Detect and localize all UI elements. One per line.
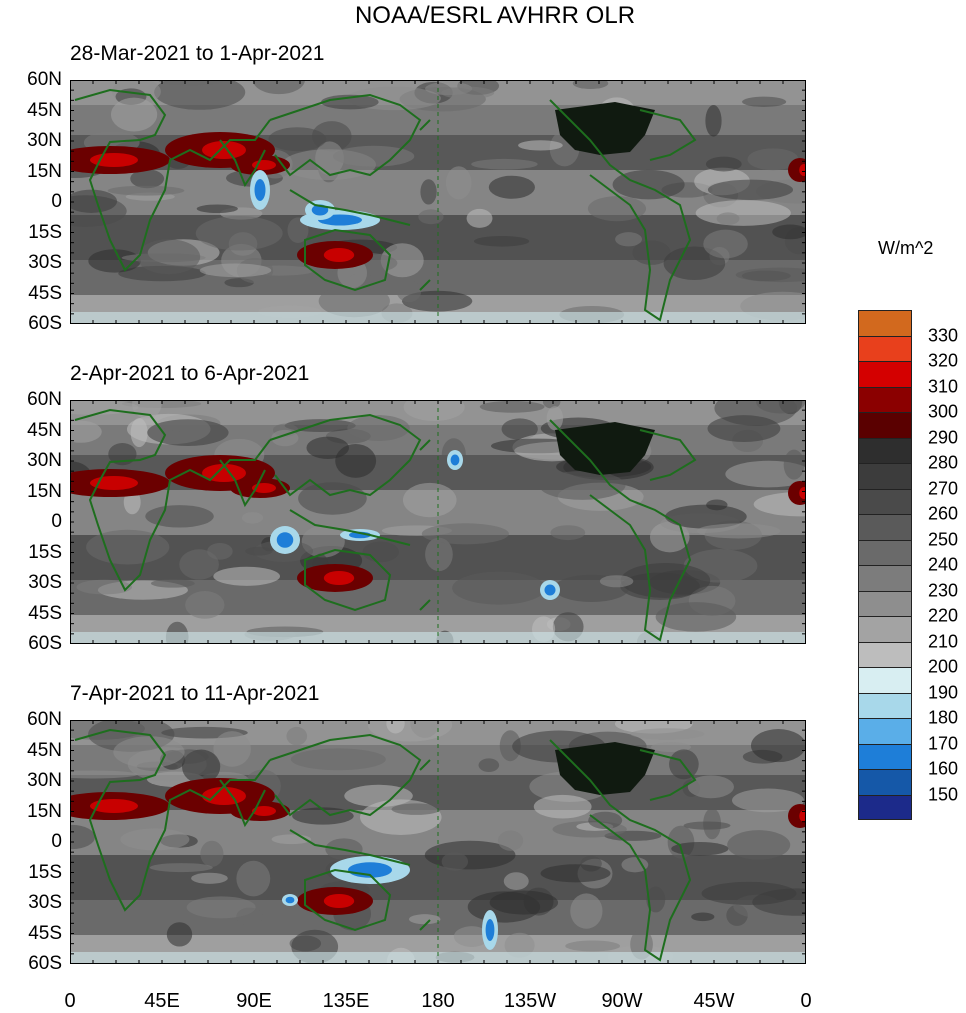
lat-tick-label: 15N: [27, 160, 62, 182]
lat-tick-label: 60S: [28, 633, 62, 654]
olr-map: [70, 80, 806, 324]
lat-tick-label: 60S: [28, 953, 62, 974]
olr-map: [70, 720, 806, 964]
colorbar-label: 290: [928, 427, 959, 447]
lat-tick-label: 30S: [28, 892, 62, 913]
colorbar-swatch: [858, 514, 912, 540]
olr-map-panel-1: 60N 45N 30N 15N 0 15S 30S 45S 60S: [27, 69, 806, 334]
lat-tick-label: 15S: [28, 221, 62, 243]
lon-tick-label: 135E: [322, 990, 370, 1012]
colorbar-swatch: [858, 412, 912, 438]
lon-tick-label: 0: [800, 990, 812, 1012]
colorbar-swatch: [858, 743, 912, 769]
colorbar-label: 200: [928, 656, 959, 677]
colorbar-swatch: [858, 769, 912, 795]
colorbar-swatch: [858, 539, 912, 565]
lon-tick-label: 90W: [601, 990, 643, 1012]
colorbar-label: 300: [928, 401, 959, 422]
lon-tick-label: 90E: [236, 990, 272, 1012]
colorbar-swatch: [858, 794, 912, 820]
panel-title-2: 2-Apr-2021 to 6-Apr-2021: [70, 362, 310, 385]
colorbar-swatch: [858, 463, 912, 489]
colorbar-swatch: [858, 590, 912, 616]
lon-tick-label: 180: [421, 990, 455, 1012]
lat-tick-label: 30N: [27, 130, 62, 151]
colorbar-swatch: [858, 718, 912, 744]
colorbar-swatch: [858, 641, 912, 667]
colorbar-label: 230: [928, 580, 959, 600]
colorbar-swatch: [858, 692, 912, 718]
colorbar-label: 280: [928, 452, 959, 473]
colorbar: [858, 310, 912, 820]
lat-tick-label: 45N: [27, 739, 62, 761]
colorbar-units-label: W/m^2: [878, 238, 934, 258]
colorbar-swatch: [858, 616, 912, 642]
colorbar-label: 320: [928, 350, 959, 371]
lat-tick-label: 60S: [28, 313, 62, 334]
colorbar-label: 270: [928, 478, 959, 498]
colorbar-swatch: [858, 361, 912, 387]
lon-tick-label: 45E: [144, 990, 180, 1012]
lat-tick-label: 30S: [28, 572, 62, 593]
lat-tick-label: 45N: [27, 419, 62, 441]
colorbar-label: 180: [928, 707, 959, 728]
lat-tick-label: 60N: [27, 709, 62, 730]
colorbar-label: 240: [928, 554, 959, 575]
colorbar-label: 260: [928, 503, 959, 524]
olr-map-panel-3: 60N 45N 30N 15N 0 15S 30S 45S 60S: [27, 709, 806, 974]
lat-tick-label: 30S: [28, 252, 62, 273]
lat-tick-label: 15N: [27, 800, 62, 822]
lat-tick-label: 0: [51, 191, 62, 212]
colorbar-swatch: [858, 310, 912, 336]
colorbar-label: 170: [928, 733, 959, 753]
colorbar-label: 160: [928, 758, 959, 779]
lon-tick-label: 45W: [693, 990, 735, 1012]
colorbar-swatch: [858, 437, 912, 463]
lat-tick-label: 45S: [28, 922, 62, 944]
lat-tick-label: 45S: [28, 602, 62, 624]
lon-tick-label: 0: [64, 990, 76, 1012]
lat-tick-label: 0: [51, 511, 62, 532]
lat-tick-label: 15N: [27, 480, 62, 502]
olr-map: [70, 400, 806, 644]
lat-tick-label: 45N: [27, 99, 62, 121]
colorbar-label: 310: [928, 376, 959, 396]
lat-tick-label: 15S: [28, 541, 62, 563]
lat-tick-label: 60N: [27, 69, 62, 90]
colorbar-swatch: [858, 667, 912, 693]
colorbar-swatch: [858, 335, 912, 361]
colorbar-label: 210: [928, 631, 959, 651]
lat-tick-label: 30N: [27, 770, 62, 791]
lat-tick-label: 60N: [27, 389, 62, 410]
figure-title: NOAA/ESRL AVHRR OLR: [354, 2, 636, 29]
lat-tick-label: 45S: [28, 282, 62, 304]
colorbar-label: 250: [928, 529, 959, 549]
colorbar-swatch: [858, 488, 912, 514]
colorbar-label: 330: [928, 325, 959, 345]
colorbar-swatch: [858, 386, 912, 412]
colorbar-label: 220: [928, 605, 959, 626]
colorbar-swatch: [858, 565, 912, 591]
colorbar-label: 150: [928, 784, 959, 804]
olr-map-panel-2: 60N 45N 30N 15N 0 15S 30S 45S 60S: [27, 389, 806, 654]
lat-tick-label: 30N: [27, 450, 62, 471]
lat-tick-label: 15S: [28, 861, 62, 883]
panel-title-3: 7-Apr-2021 to 11-Apr-2021: [70, 682, 320, 705]
lat-tick-label: 0: [51, 831, 62, 852]
lon-tick-label: 135W: [503, 990, 557, 1012]
panel-title-1: 28-Mar-2021 to 1-Apr-2021: [70, 42, 325, 65]
colorbar-label: 190: [928, 682, 959, 702]
